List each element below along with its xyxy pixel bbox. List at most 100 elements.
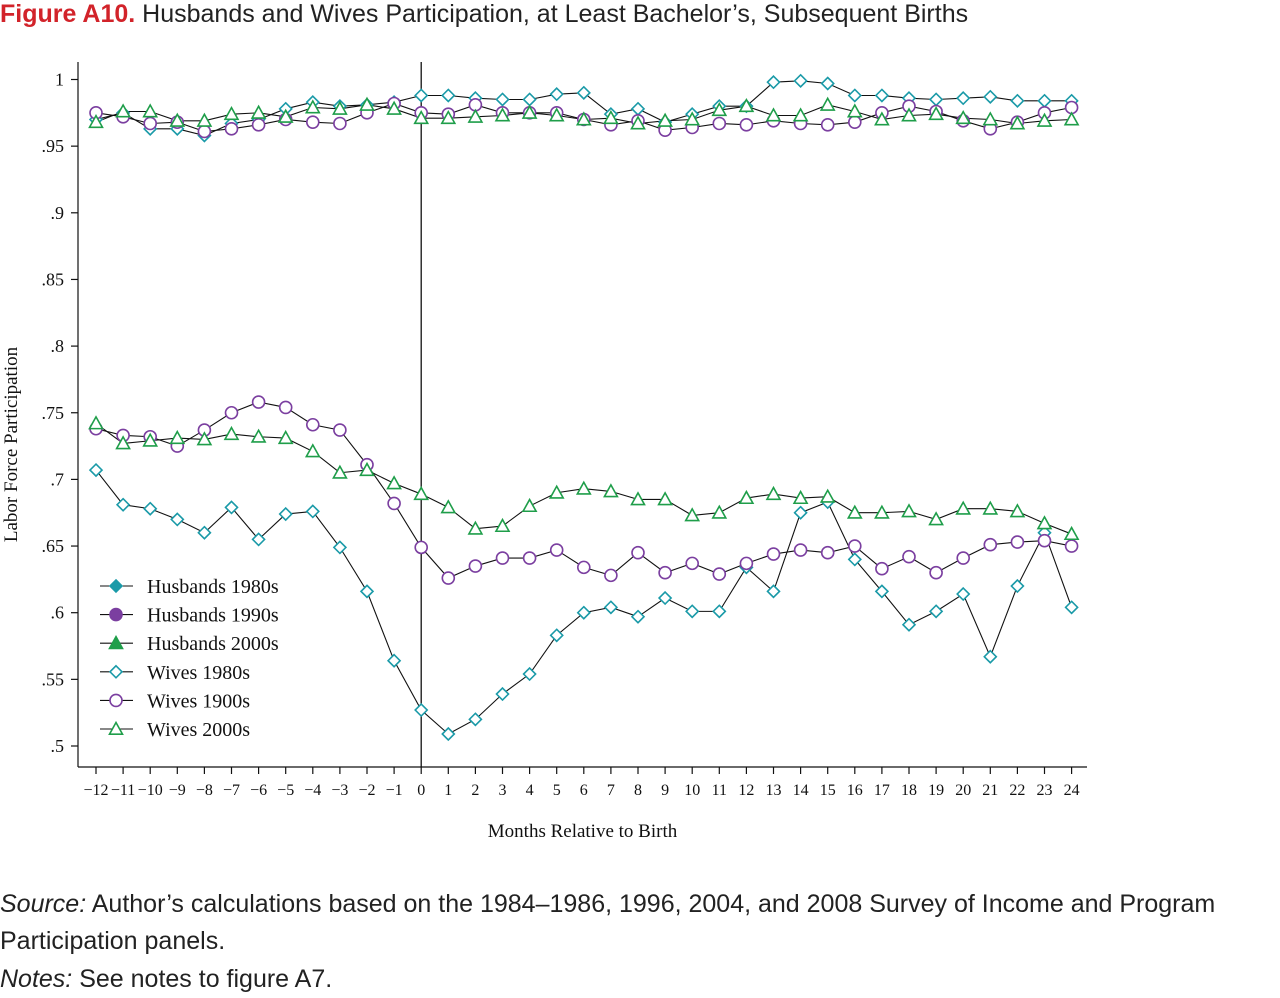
- x-tick-label: 23: [1037, 782, 1053, 799]
- x-tick-label: 8: [634, 782, 642, 799]
- notes-text: See notes to figure A7.: [72, 965, 333, 993]
- data-point: [576, 605, 591, 620]
- data-point: [88, 462, 104, 478]
- y-tick-label: .55: [42, 669, 65, 689]
- data-point: [440, 499, 457, 514]
- x-tick-label: −8: [196, 782, 213, 799]
- figure-title-text: Husbands and Wives Participation, at Lea…: [135, 0, 969, 28]
- data-point: [955, 110, 972, 125]
- data-point: [197, 124, 212, 139]
- x-tick-label: 20: [955, 782, 971, 799]
- data-point: [333, 423, 347, 437]
- data-point: [1010, 93, 1025, 108]
- data-point: [1036, 515, 1053, 530]
- data-point: [304, 443, 321, 458]
- legend-label: Husbands 1990s: [147, 605, 279, 627]
- x-tick-label: −6: [250, 782, 267, 799]
- y-tick-label: .75: [42, 403, 65, 423]
- data-point: [739, 118, 754, 132]
- x-tick-label: −5: [277, 782, 294, 799]
- x-tick-label: 3: [499, 782, 507, 799]
- data-point: [738, 489, 755, 505]
- x-tick-label: −4: [304, 782, 321, 799]
- data-point: [874, 584, 890, 599]
- x-tick-label: 5: [553, 782, 561, 799]
- data-point: [1009, 115, 1026, 130]
- data-point: [305, 115, 320, 129]
- data-point: [1063, 525, 1080, 541]
- data-point: [251, 395, 266, 409]
- x-tick-label: 1: [444, 782, 452, 799]
- data-point: [630, 491, 646, 506]
- data-point: [1037, 533, 1052, 548]
- series-markers: [88, 73, 1080, 742]
- data-point: [169, 429, 186, 445]
- data-point: [1010, 535, 1025, 549]
- legend-marker: [108, 578, 124, 594]
- data-point: [413, 110, 430, 125]
- data-point: [548, 484, 565, 499]
- x-tick-label: 21: [982, 782, 998, 799]
- data-point: [765, 107, 782, 122]
- data-point: [874, 111, 890, 126]
- data-point: [956, 551, 971, 565]
- data-point: [1036, 112, 1053, 127]
- x-tick-label: −9: [169, 782, 186, 799]
- data-point: [549, 87, 564, 102]
- x-tick-label: −2: [358, 782, 375, 799]
- data-point: [712, 567, 727, 581]
- data-point: [386, 475, 402, 490]
- x-tick-label: −3: [331, 782, 348, 799]
- data-point: [278, 506, 293, 522]
- legend-label: Wives 1980s: [147, 662, 250, 684]
- data-point: [522, 666, 537, 682]
- data-point: [1037, 93, 1052, 108]
- data-point: [387, 496, 401, 511]
- data-point: [929, 565, 943, 580]
- data-point: [982, 111, 999, 126]
- data-point: [874, 504, 890, 519]
- data-point: [414, 702, 429, 718]
- data-point: [847, 88, 862, 103]
- notes-label: Notes:: [0, 965, 73, 993]
- data-point: [440, 110, 457, 125]
- x-tick-label: −11: [111, 782, 135, 799]
- data-point: [685, 556, 700, 571]
- data-point: [142, 103, 159, 118]
- x-tick-label: 4: [526, 782, 534, 799]
- data-point: [304, 99, 321, 114]
- data-point: [603, 600, 619, 615]
- data-point: [739, 556, 754, 571]
- y-tick-label: .6: [51, 603, 65, 623]
- data-point: [88, 415, 104, 430]
- data-point: [196, 112, 213, 127]
- data-point: [819, 488, 836, 503]
- y-tick-label: .9: [51, 203, 65, 223]
- data-point: [494, 517, 511, 533]
- series-marker-group: [88, 462, 1079, 742]
- data-point: [251, 532, 266, 547]
- data-point: [793, 73, 808, 88]
- data-point: [983, 649, 998, 664]
- data-point: [575, 480, 592, 495]
- data-point: [305, 417, 320, 432]
- x-axis-label: Months Relative to Birth: [488, 821, 678, 842]
- series-marker-group: [88, 96, 1080, 130]
- notes: Notes: See notes to figure A7.: [0, 961, 1280, 998]
- series-marker-group: [88, 415, 1080, 541]
- data-point: [820, 118, 835, 132]
- chart-axes: .5.55.6.65.7.75.8.85.9.951−12 −11 −10 −9 −8−…: [42, 62, 1087, 799]
- data-point: [414, 540, 429, 555]
- data-point: [1009, 503, 1026, 518]
- legend-item: Husbands 2000s: [100, 633, 279, 655]
- figure-label: Figure A10.: [0, 0, 136, 28]
- data-point: [847, 115, 862, 129]
- data-point: [901, 503, 917, 518]
- x-tick-label: 11: [712, 782, 727, 799]
- data-point: [196, 431, 213, 446]
- data-point: [847, 552, 862, 567]
- data-point: [630, 115, 646, 130]
- data-point: [711, 504, 728, 519]
- data-point: [820, 76, 835, 91]
- data-point: [468, 712, 483, 727]
